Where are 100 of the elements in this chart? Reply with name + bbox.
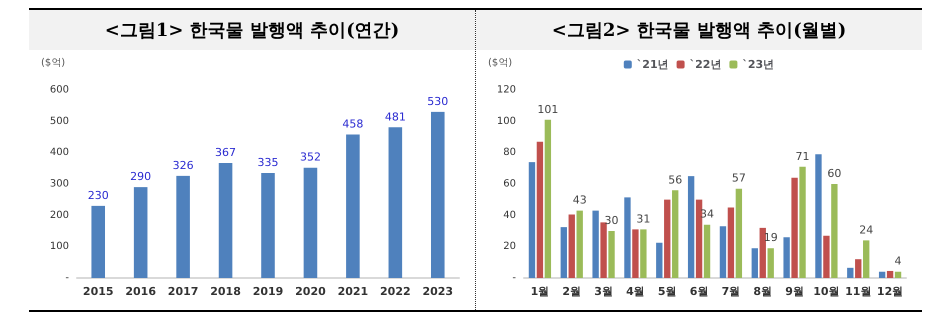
bar — [799, 166, 806, 278]
legend-label: `21년 — [636, 58, 669, 71]
x-tick-label: 7월 — [722, 285, 740, 298]
chart-title: <그림1> 한국물 발행액 추이(연간) — [29, 10, 475, 50]
bar — [608, 231, 615, 278]
data-label: 24 — [859, 223, 874, 236]
x-tick-label: 2019 — [252, 285, 284, 298]
y-tick-label: 200 — [50, 210, 69, 221]
bar — [592, 210, 599, 278]
y-tick-label: 40 — [503, 210, 516, 221]
bar — [656, 242, 662, 278]
bar — [134, 187, 148, 278]
bar — [736, 188, 742, 278]
bar — [544, 120, 552, 278]
bar — [560, 227, 567, 278]
data-label: 4 — [894, 254, 902, 268]
bar — [304, 168, 318, 278]
data-label: 458 — [342, 117, 364, 130]
x-tick-label: 1월 — [530, 285, 550, 298]
x-tick-label: 3월 — [594, 285, 613, 298]
x-tick-label: 9월 — [785, 285, 804, 298]
x-tick-label: 2021 — [338, 285, 368, 298]
bar — [600, 222, 607, 278]
bar — [831, 184, 838, 278]
data-label: 481 — [384, 110, 406, 124]
bar — [640, 229, 647, 278]
bar — [218, 163, 232, 278]
bar — [783, 237, 790, 278]
bar — [878, 272, 886, 278]
bar — [91, 206, 106, 278]
y-tick-label: 80 — [503, 147, 516, 158]
bar — [576, 210, 583, 278]
bar — [894, 272, 902, 278]
data-label: 43 — [572, 194, 587, 207]
bar — [528, 162, 536, 278]
data-label: 56 — [668, 173, 682, 186]
x-tick-label: 5월 — [658, 285, 677, 298]
legend-label: `22년 — [690, 58, 722, 71]
bar — [568, 214, 575, 278]
bar — [815, 154, 822, 278]
x-tick-label: 2017 — [168, 285, 198, 298]
y-tick-label: 300 — [50, 178, 69, 190]
x-tick-label: 6월 — [690, 285, 708, 298]
y-tick-label: 600 — [50, 84, 69, 96]
data-label: 101 — [537, 102, 558, 116]
x-tick-label: 2022 — [380, 285, 411, 298]
x-tick-label: 2월 — [562, 285, 582, 298]
data-label: 230 — [88, 188, 109, 202]
x-tick-label: 2018 — [210, 285, 241, 298]
bar — [388, 127, 402, 278]
data-label: 367 — [215, 146, 236, 160]
y-tick-label: 100 — [496, 116, 516, 127]
bar — [632, 229, 639, 278]
bar — [430, 112, 445, 278]
bar — [855, 259, 862, 278]
x-tick-label: 10월 — [813, 285, 840, 298]
bar — [863, 240, 870, 278]
bar — [823, 236, 830, 278]
bar — [624, 197, 631, 278]
x-tick-label: 11월 — [845, 285, 872, 298]
data-label: 335 — [258, 156, 278, 170]
bar — [176, 176, 190, 278]
bar — [261, 173, 275, 278]
bar — [847, 268, 854, 278]
x-tick-label: 8월 — [753, 285, 772, 298]
bar — [704, 224, 710, 278]
y-tick-label: - — [65, 272, 70, 284]
y-tick-label: 500 — [50, 116, 69, 127]
data-label: 31 — [636, 212, 650, 226]
y-tick-label: 400 — [50, 147, 69, 158]
data-label: 57 — [732, 172, 746, 185]
data-label: 352 — [300, 150, 321, 164]
bar — [720, 226, 726, 278]
x-tick-label: 4월 — [626, 285, 645, 298]
bar — [886, 270, 894, 278]
data-label: 71 — [796, 150, 810, 163]
data-label: 60 — [827, 167, 842, 180]
bar — [760, 228, 766, 278]
bar — [672, 190, 678, 278]
legend-label: `23년 — [742, 58, 774, 71]
bar — [768, 248, 774, 278]
y-tick-label: 100 — [50, 241, 69, 252]
bar — [346, 134, 360, 278]
bar — [752, 248, 758, 278]
y-tick-label: - — [512, 272, 516, 284]
x-tick-label: 12월 — [876, 285, 904, 298]
bar — [664, 200, 670, 278]
bar — [688, 176, 694, 278]
y-tick-label: 60 — [503, 178, 516, 190]
bar — [536, 142, 544, 278]
data-label: 530 — [427, 94, 448, 108]
y-axis-title: ($억) — [488, 58, 512, 68]
chart-title: <그림2> 한국물 발행액 추이(월별) — [476, 10, 922, 50]
x-tick-label: 2023 — [422, 285, 454, 298]
bar — [791, 178, 798, 278]
x-tick-label: 2016 — [125, 285, 156, 298]
data-label: 326 — [172, 158, 194, 172]
x-tick-label: 2015 — [82, 285, 114, 298]
y-tick-label: 120 — [496, 84, 516, 96]
y-axis-title: ($억) — [41, 58, 66, 68]
